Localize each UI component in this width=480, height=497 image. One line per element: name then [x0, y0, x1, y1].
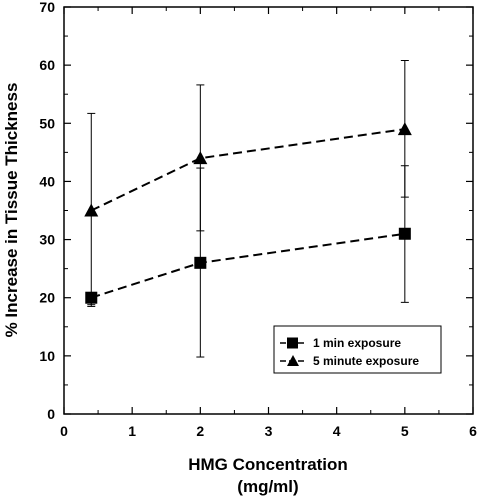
x-tick-label: 4 [333, 423, 341, 439]
y-tick-label: 30 [39, 232, 55, 248]
triangle-marker [397, 122, 412, 136]
y-tick-label: 50 [39, 115, 55, 131]
triangle-marker [84, 203, 99, 217]
y-tick-label: 40 [39, 173, 55, 189]
x-tick-label: 5 [401, 423, 409, 439]
x-axis-title-line1: HMG Concentration [188, 455, 348, 474]
square-marker [85, 291, 98, 304]
legend-label-1-min: 1 min exposure [313, 336, 401, 350]
legend-square-marker [287, 337, 298, 349]
x-tick-label: 1 [128, 423, 136, 439]
series-line-2 [90, 128, 405, 212]
x-tick-label: 0 [60, 423, 68, 439]
y-tick-label: 70 [39, 0, 55, 15]
legend: 1 min exposure 5 minute exposure [273, 325, 442, 374]
y-tick-label: 0 [47, 406, 55, 422]
triangle-marker [193, 151, 208, 165]
series-lines [90, 128, 405, 299]
axes [63, 6, 474, 415]
series-line-1 [90, 232, 405, 299]
x-tick-label: 2 [196, 423, 204, 439]
legend-label-5-min: 5 minute exposure [313, 354, 419, 368]
x-tick-label: 6 [469, 423, 477, 439]
y-tick-label: 20 [39, 290, 55, 306]
y-axis-title: % Increase in Tissue Thickness [2, 83, 21, 338]
legend-box [273, 325, 442, 374]
y-tick-label: 60 [39, 57, 55, 73]
y-tick-label: 10 [39, 348, 55, 364]
square-marker [398, 227, 411, 240]
x-tick-label: 3 [265, 423, 273, 439]
square-marker [194, 256, 207, 269]
error-bars [87, 59, 409, 358]
x-axis-title-line2: (mg/ml) [237, 477, 298, 496]
series-markers [84, 122, 412, 304]
legend-triangle-marker [287, 355, 299, 366]
